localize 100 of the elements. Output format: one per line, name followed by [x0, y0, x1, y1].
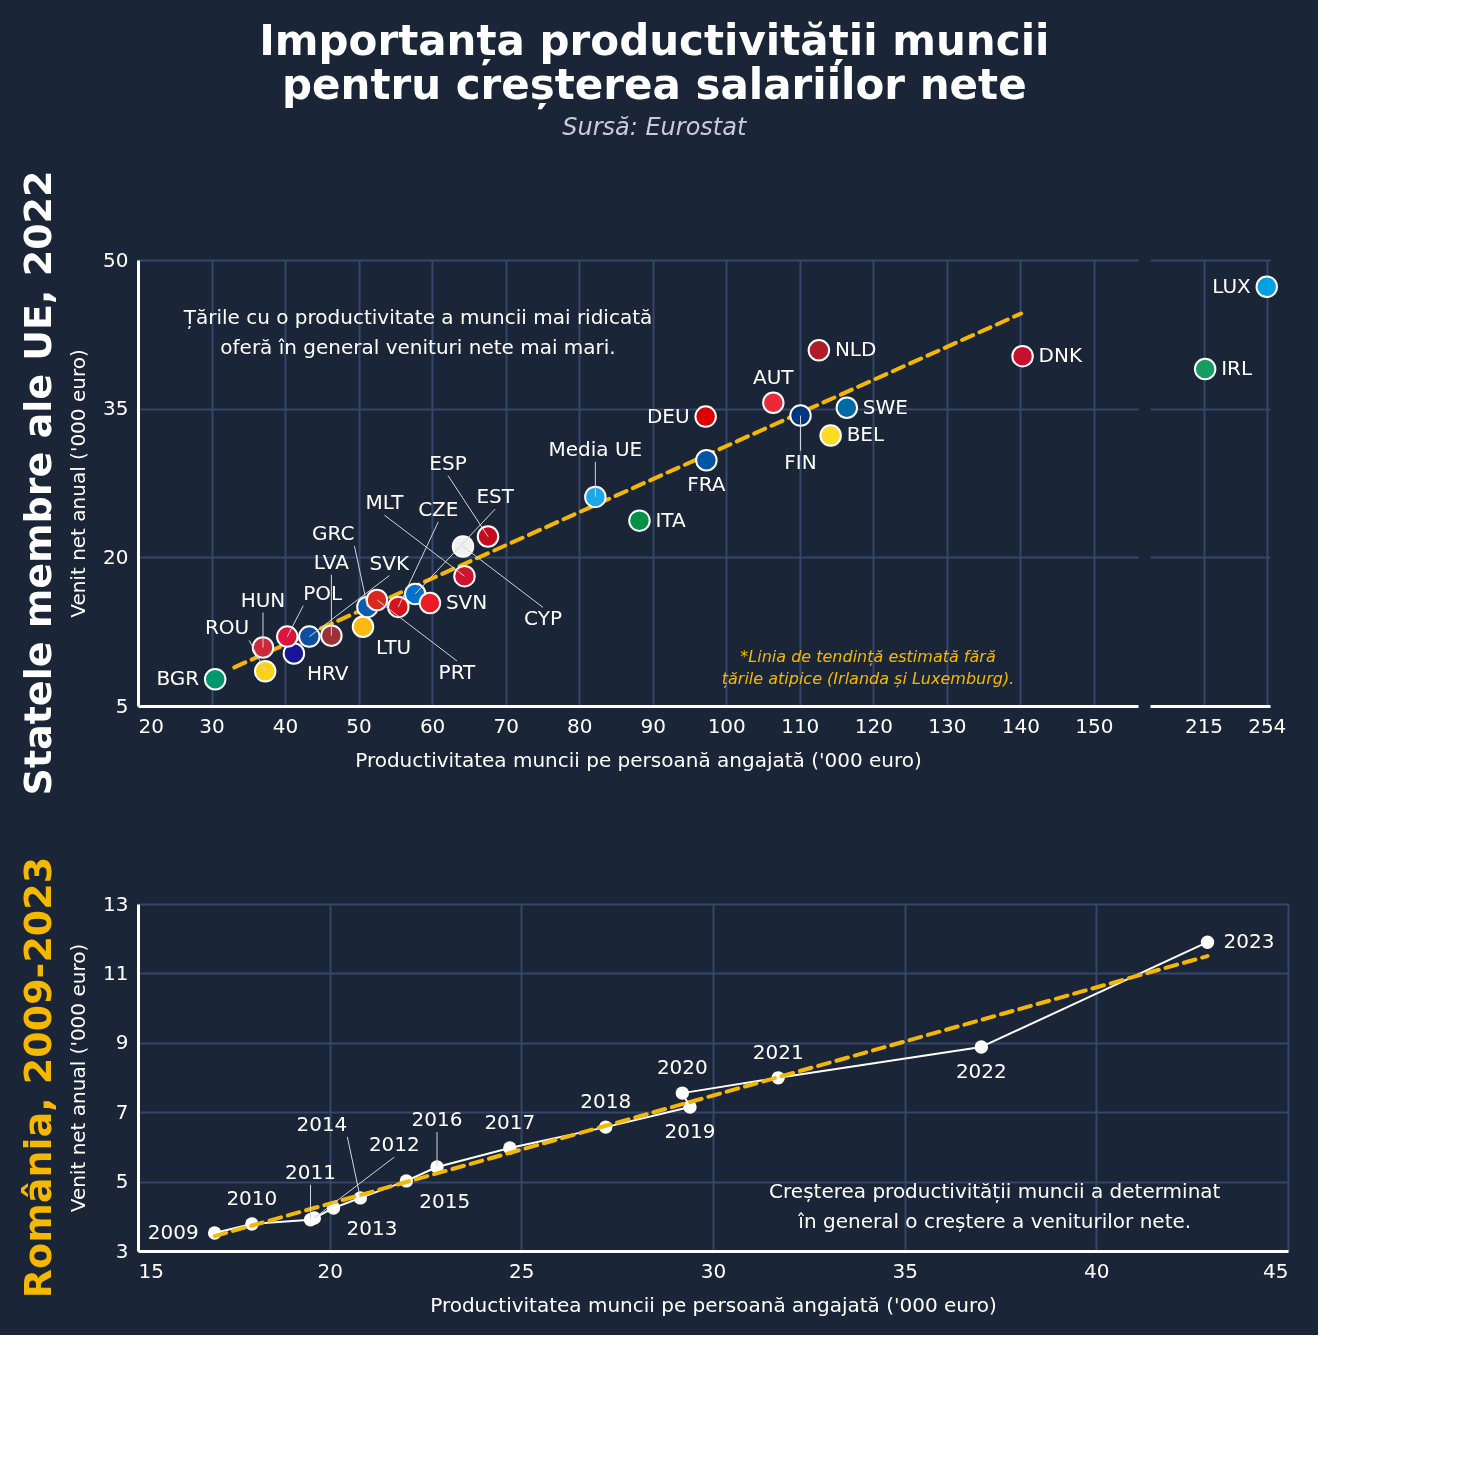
annotation: 2021: [752, 1039, 804, 1064]
x-tick-label: 20: [138, 713, 164, 738]
x-tick-label: 60: [419, 713, 446, 738]
y-tick-label: 13: [103, 891, 129, 916]
point: [819, 424, 842, 447]
annotation: 2013: [346, 1215, 398, 1240]
annotation: LUX: [1212, 273, 1252, 298]
point: [365, 588, 389, 612]
annotation: 2018: [580, 1089, 632, 1114]
annotation: EST: [476, 484, 515, 508]
annotation: NLD: [834, 337, 877, 362]
annotation: ESP: [429, 450, 467, 475]
x-tick-label: 80: [566, 713, 593, 738]
point: [762, 391, 785, 414]
x-tick-label: 30: [199, 713, 225, 738]
y-tick-label: 5: [115, 1169, 129, 1194]
annotation: 2020: [656, 1055, 708, 1080]
annotation: Țările cu o productivitate a muncii mai ridicată oferă în general venituri nete mai mari.: [182, 304, 653, 359]
x-tick-label: 130: [928, 713, 967, 738]
point: [320, 624, 343, 647]
x-tick-label: 100: [707, 713, 746, 738]
annotation: PRT: [438, 659, 477, 684]
annotation: FIN: [784, 449, 817, 474]
annotation: SVN: [445, 589, 488, 614]
y-tick-label: 11: [103, 960, 129, 985]
point: [253, 660, 277, 683]
annotation: 2011: [285, 1159, 336, 1184]
point: [453, 564, 476, 588]
annotation: GRC: [312, 520, 355, 545]
annotation: DNK: [1038, 343, 1083, 368]
x-axis-title: Productivitatea muncii pe persoană angajată ('000 euro): [430, 1292, 997, 1317]
y-axis-title: Venit net anual ('000 euro): [66, 349, 91, 618]
text: Sursă: Eurostat: [562, 112, 748, 141]
point: [351, 615, 375, 638]
annotation: ITA: [655, 507, 687, 532]
annotation: Media UE: [548, 436, 643, 461]
annotation: ROU: [204, 615, 250, 640]
annotation: 2016: [411, 1107, 463, 1132]
annotation: 2009: [147, 1219, 199, 1244]
y-axis-title: Venit net anual ('000 euro): [66, 943, 91, 1213]
point: [476, 525, 500, 548]
x-tick-label: 45: [1263, 1258, 1289, 1283]
annotation: LTU: [376, 634, 412, 659]
point: [387, 595, 410, 619]
annotation: SWE: [862, 394, 908, 419]
annotation: 2019: [664, 1118, 716, 1143]
annotation: FRA: [687, 472, 726, 497]
x-tick-label: 30: [700, 1258, 727, 1283]
annotation: 2014: [296, 1111, 348, 1136]
annotation: HRV: [306, 661, 349, 686]
annotation: 2015: [419, 1188, 471, 1213]
point: [282, 642, 306, 665]
text: Importanța productivității muncii pentru creșterea salariilor nete: [259, 15, 1050, 110]
x-tick-label: 70: [493, 713, 519, 738]
point: [584, 485, 607, 509]
annotation: DEU: [646, 403, 690, 428]
point: [695, 448, 718, 472]
annotation: MLT: [365, 490, 405, 515]
y-tick-label: 35: [103, 396, 129, 421]
point: [835, 396, 859, 419]
x-tick-label: 20: [317, 1258, 343, 1283]
x-tick-label: 90: [640, 713, 666, 738]
x-tick-label: 120: [854, 713, 893, 738]
annotation: IRL: [1221, 356, 1253, 381]
x-axis-title: Productivitatea muncii pe persoană angajată ('000 euro): [355, 747, 922, 772]
x-tick-label: 40: [272, 713, 299, 738]
point: [807, 338, 831, 362]
point: [276, 625, 299, 648]
x-tick-label: 50: [346, 713, 372, 738]
x-tick-label: 15: [138, 1258, 164, 1283]
annotation: SVK: [369, 550, 410, 575]
point: [298, 625, 321, 648]
annotation: LVA: [313, 549, 350, 574]
y-tick-label: 20: [103, 544, 129, 569]
point: [203, 668, 227, 691]
annotation: 2017: [484, 1109, 536, 1134]
y-tick-label: 7: [115, 1099, 129, 1124]
annotation: AUT: [753, 364, 795, 389]
point: [1011, 344, 1034, 368]
point: [694, 405, 717, 428]
annotation: 2012: [368, 1132, 420, 1157]
annotation: Creșterea productivității muncii a determinat în general o creștere a veniturilor nete.: [769, 1179, 1221, 1234]
x-tick-label: 254: [1248, 713, 1287, 738]
text: România, 2009-2023: [15, 856, 60, 1299]
text: Statele membre ale UE, 2022: [15, 170, 60, 796]
annotation: BEL: [846, 422, 885, 447]
y-tick-label: 3: [115, 1238, 129, 1263]
annotation: 2010: [226, 1185, 278, 1210]
x-tick-label: 215: [1184, 713, 1224, 738]
x-tick-label: 150: [1075, 713, 1114, 738]
annotation: BGR: [156, 666, 200, 691]
annotation: 2022: [955, 1058, 1007, 1083]
annotation: HUN: [240, 587, 286, 612]
x-tick-label: 40: [1084, 1258, 1110, 1283]
y-tick-label: 5: [115, 693, 129, 718]
x-tick-label: 110: [781, 713, 820, 738]
point: [418, 591, 442, 615]
annotation: 2023: [1223, 929, 1275, 954]
point: [628, 509, 651, 532]
y-tick-label: 50: [103, 247, 129, 272]
